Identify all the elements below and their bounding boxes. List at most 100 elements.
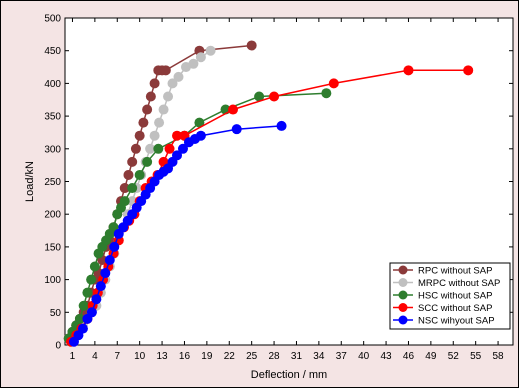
data-point bbox=[91, 294, 102, 305]
legend-label: HSC without SAP bbox=[418, 291, 492, 302]
data-point bbox=[180, 62, 191, 73]
data-point bbox=[403, 65, 414, 76]
data-point bbox=[119, 183, 130, 194]
x-tick-label: 7 bbox=[114, 351, 120, 362]
data-point bbox=[158, 104, 169, 115]
data-point bbox=[149, 130, 160, 141]
legend-swatch-marker bbox=[398, 303, 408, 312]
legend-swatch-marker bbox=[398, 315, 408, 325]
data-point bbox=[463, 65, 474, 76]
data-point bbox=[231, 124, 242, 135]
data-point bbox=[154, 117, 165, 128]
data-point bbox=[188, 58, 199, 69]
x-tick-label: 31 bbox=[291, 351, 303, 362]
x-axis: 1 4 7 10 13 16 19 22 25 28 31 34 37 40 43 46 49 52 55 58 bbox=[70, 18, 504, 362]
y-tick-label: 450 bbox=[44, 46, 61, 57]
data-point bbox=[86, 274, 97, 285]
y-tick-label: 350 bbox=[44, 112, 61, 123]
x-tick-label: 52 bbox=[448, 351, 460, 362]
y-tick-label: 400 bbox=[44, 79, 61, 90]
data-point bbox=[109, 241, 120, 252]
series-layer bbox=[63, 40, 474, 347]
data-point bbox=[149, 78, 160, 89]
y-tick-label: 50 bbox=[50, 308, 62, 319]
data-point bbox=[321, 88, 332, 99]
y-tick-label: 150 bbox=[44, 242, 61, 253]
y-tick-label: 0 bbox=[55, 341, 61, 352]
data-point bbox=[195, 130, 206, 141]
data-point bbox=[167, 78, 178, 89]
data-point bbox=[172, 150, 182, 161]
data-point bbox=[82, 287, 93, 298]
data-point bbox=[86, 307, 97, 318]
data-point bbox=[205, 45, 216, 56]
y-axis: 0 50 100 150 200 250 300 350 400 450 500 bbox=[44, 14, 513, 352]
legend-swatch-marker bbox=[398, 278, 408, 287]
x-tick-label: 13 bbox=[157, 351, 169, 362]
legend-label: RPC without SAP bbox=[418, 266, 492, 277]
data-point bbox=[269, 91, 280, 102]
data-point bbox=[276, 120, 287, 131]
data-point bbox=[177, 143, 188, 154]
x-tick-label: 49 bbox=[425, 351, 437, 362]
data-point bbox=[89, 261, 100, 272]
x-tick-label: 34 bbox=[313, 351, 325, 362]
data-point bbox=[127, 183, 138, 194]
x-tick-label: 43 bbox=[381, 351, 393, 362]
data-point bbox=[134, 130, 145, 141]
x-tick-label: 55 bbox=[470, 351, 482, 362]
data-point bbox=[164, 143, 175, 154]
x-tick-label: 10 bbox=[134, 351, 146, 362]
x-tick-label: 46 bbox=[403, 351, 415, 362]
x-tick-label: 1 bbox=[70, 351, 76, 362]
x-tick-label: 19 bbox=[201, 351, 213, 362]
x-tick-label: 58 bbox=[493, 351, 505, 362]
data-point bbox=[74, 313, 85, 324]
x-tick-label: 4 bbox=[92, 351, 98, 362]
legend-swatch-marker bbox=[398, 265, 408, 275]
data-point bbox=[228, 104, 238, 115]
data-point bbox=[173, 71, 184, 82]
legend-label: SCC without SAP bbox=[418, 303, 492, 314]
data-point bbox=[195, 52, 206, 63]
data-point bbox=[104, 254, 115, 265]
x-axis-title: Deflection / mm bbox=[251, 369, 327, 381]
y-axis-title: Load/kN bbox=[24, 161, 36, 202]
data-point bbox=[77, 323, 88, 334]
data-point bbox=[134, 169, 145, 180]
data-point bbox=[100, 268, 111, 279]
data-point bbox=[246, 40, 257, 51]
x-tick-label: 40 bbox=[358, 351, 370, 362]
data-point bbox=[123, 169, 134, 180]
data-point bbox=[172, 130, 182, 141]
data-point bbox=[130, 143, 141, 154]
legend-label: NSC wihyout SAP bbox=[418, 316, 495, 327]
data-point bbox=[127, 156, 138, 167]
data-point bbox=[145, 143, 156, 154]
data-point bbox=[119, 196, 130, 207]
x-tick-label: 22 bbox=[224, 351, 236, 362]
data-point bbox=[328, 78, 339, 89]
data-point bbox=[153, 143, 164, 154]
series-5 bbox=[68, 120, 287, 347]
y-tick-label: 250 bbox=[44, 177, 61, 188]
x-tick-label: 28 bbox=[269, 351, 281, 362]
data-point bbox=[78, 300, 89, 311]
legend-box bbox=[389, 262, 511, 330]
y-tick-label: 200 bbox=[44, 210, 61, 221]
legend-swatch-marker bbox=[398, 290, 408, 300]
data-point bbox=[95, 281, 106, 292]
data-point bbox=[145, 91, 156, 102]
y-tick-label: 100 bbox=[44, 275, 61, 286]
x-tick-label: 25 bbox=[246, 351, 258, 362]
y-tick-label: 500 bbox=[44, 14, 61, 25]
data-point bbox=[142, 156, 153, 167]
data-point bbox=[160, 65, 171, 76]
y-tick-label: 300 bbox=[44, 144, 61, 155]
data-point bbox=[138, 117, 149, 128]
x-tick-label: 16 bbox=[179, 351, 191, 362]
data-point bbox=[142, 104, 153, 115]
data-point bbox=[254, 91, 265, 102]
